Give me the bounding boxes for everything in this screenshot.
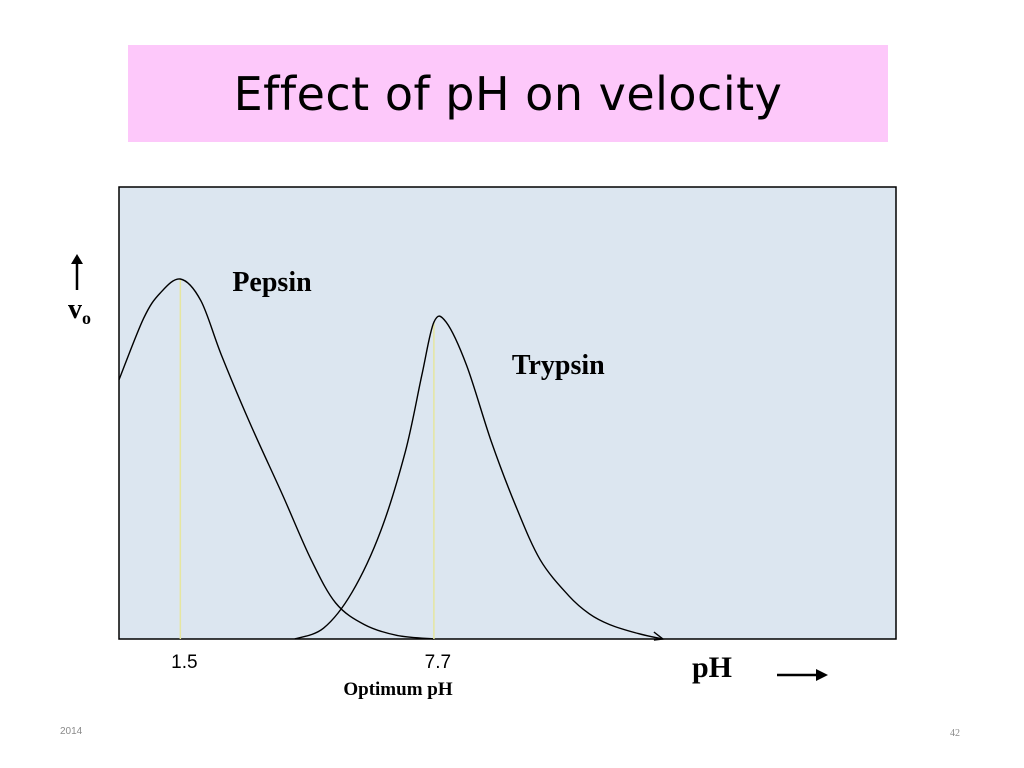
plot-area — [118, 186, 897, 640]
optimum-ph-annotation: Optimum pH — [343, 679, 452, 700]
pepsin-label: Pepsin — [232, 267, 312, 298]
x-axis-arrow — [777, 669, 828, 681]
trypsin-label: Trypsin — [512, 350, 605, 381]
pepsin-optimum-tick-label: 1.5 — [171, 652, 197, 673]
x-axis-label: pH — [692, 651, 732, 684]
y-axis-arrow — [71, 254, 83, 290]
trypsin-tail-arrowhead — [653, 631, 665, 641]
y-axis-label: vo — [68, 294, 91, 328]
chart-marks: Pepsin 1.5 Trypsin 7.7 — [118, 267, 665, 673]
pepsin-curve — [118, 278, 434, 640]
title-banner: Effect of pH on velocity — [128, 45, 888, 142]
trypsin-optimum-tick-label: 7.7 — [425, 652, 451, 673]
trypsin-curve — [294, 315, 664, 640]
page-number: 42 — [950, 728, 960, 739]
footer-year: 2014 — [60, 726, 83, 737]
slide-title: Effect of pH on velocity — [233, 66, 783, 121]
